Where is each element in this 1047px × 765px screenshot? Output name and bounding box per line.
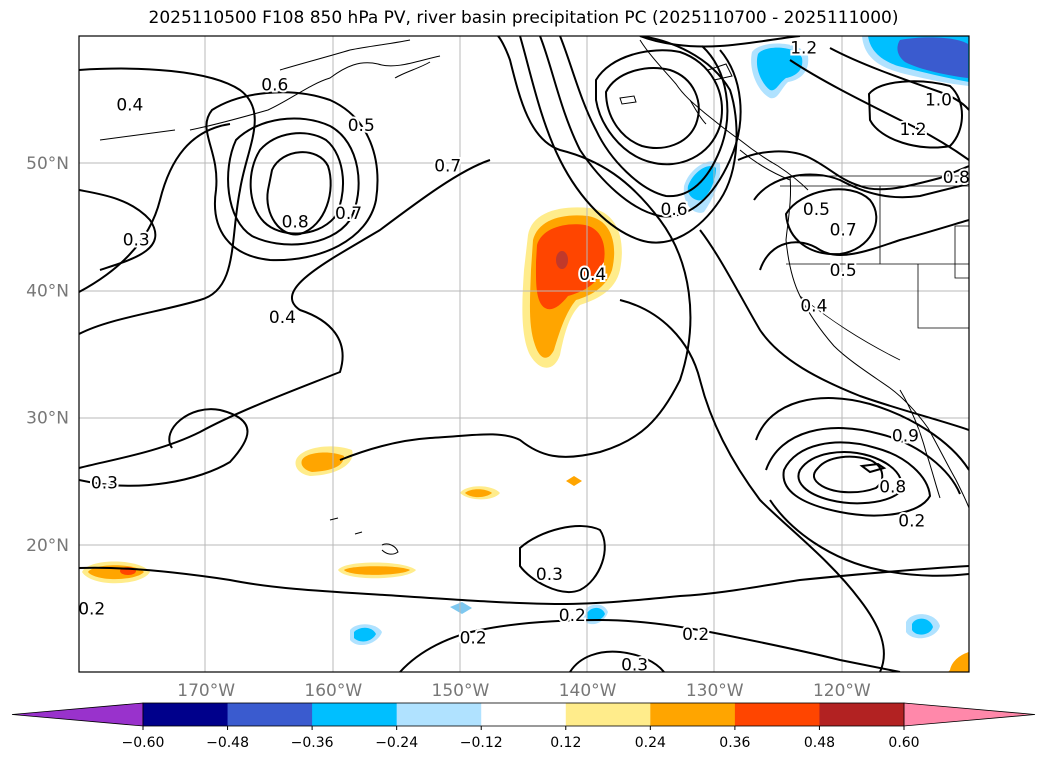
contour-label: 0.3	[123, 231, 150, 251]
precip-patch-small-1-core	[465, 489, 492, 498]
lat-tick-label: 30°N	[26, 409, 69, 429]
map-title: 2025110500 F108 850 hPa PV, river basin …	[148, 8, 899, 28]
lon-tick-label: 160°W	[304, 681, 362, 701]
lat-tick-label: 50°N	[26, 154, 69, 174]
precip-negative-small-1	[450, 602, 472, 614]
colorbar-tick-label: 0.24	[635, 735, 666, 751]
contour-label: 0.3	[536, 565, 563, 585]
contour-label: 0.4	[116, 96, 143, 116]
contour-label: 0.4	[579, 265, 606, 285]
colorbar-segment	[734, 703, 820, 726]
colorbar-tick-label: −0.60	[122, 735, 165, 751]
precip-darkred-core	[556, 251, 568, 269]
precip-negative-ne-blue	[897, 37, 968, 78]
lon-tick-label: 130°W	[686, 681, 744, 701]
colorbar-extend-low	[11, 702, 144, 727]
contour-label: 0.6	[661, 200, 688, 220]
contour-label: 1.2	[790, 38, 817, 58]
pv-contours	[79, 36, 969, 672]
colorbar-tick-label: −0.24	[375, 735, 418, 751]
map-frame	[78, 35, 970, 673]
contour-label: 0.5	[830, 261, 857, 281]
precip-patch-se-corner	[948, 652, 969, 672]
colorbar-segment	[565, 703, 651, 726]
contour-label: 0.2	[78, 599, 105, 619]
contour-label: 0.7	[830, 220, 857, 240]
contour-label: 0.2	[898, 512, 925, 532]
contour-label: 0.2	[682, 625, 709, 645]
precip-negative-coast-2-core	[687, 166, 716, 201]
precipitation-shading	[82, 36, 969, 672]
precip-negative-small-3-core	[587, 607, 605, 621]
contour-label: 0.5	[348, 116, 375, 136]
precip-negative-small-4-core	[912, 618, 933, 635]
contour-label: 0.3	[91, 473, 118, 493]
contour-label: 0.8	[943, 168, 970, 188]
contour-label: 0.2	[460, 629, 487, 649]
map-panel	[79, 36, 969, 672]
colorbar-tick-label: 0.36	[719, 735, 750, 751]
colorbar-segment	[312, 703, 398, 726]
precip-negative-small-2-core	[354, 627, 376, 642]
contour-labels: 1.21.01.20.60.50.40.70.80.50.70.80.60.70…	[78, 36, 970, 675]
colorbar-segment	[481, 703, 567, 726]
lon-tick-label: 150°W	[432, 681, 490, 701]
coastlines	[99, 39, 969, 555]
colorbar: −0.60 −0.48 −0.36 −0.24 −0.12 0.12 0.24 0.36 0.4…	[11, 702, 1036, 751]
colorbar-segment	[396, 703, 482, 726]
colorbar-segment	[819, 703, 905, 726]
colorbar-outline	[142, 702, 905, 727]
contour-label: 0.7	[335, 204, 362, 224]
contour-label: 0.8	[282, 213, 309, 233]
precip-negative-coast-1-core	[756, 47, 803, 91]
colorbar-tick-label: 0.60	[888, 735, 919, 751]
colorbar-segment	[650, 703, 736, 726]
colorbar-segment	[227, 703, 313, 726]
contour-label: 0.2	[559, 606, 586, 626]
lon-tick-label: 170°W	[177, 681, 235, 701]
contour-label: 0.4	[800, 297, 827, 317]
precip-patch-small-2	[566, 476, 582, 486]
lon-tick-label: 120°W	[813, 681, 871, 701]
colorbar-extend-high	[903, 702, 1036, 727]
contour-label: 1.2	[900, 120, 927, 140]
lat-tick-label: 20°N	[26, 536, 69, 556]
contour-label: 0.7	[434, 157, 461, 177]
precip-patch-south-1-core	[344, 566, 410, 575]
colorbar-tick-label: −0.12	[460, 735, 503, 751]
colorbar-tick-label: −0.36	[291, 735, 334, 751]
longitude-labels: 170°W 160°W 150°W 140°W 130°W 120°W	[177, 681, 871, 701]
contour-label: 0.4	[269, 308, 296, 328]
colorbar-segment	[143, 703, 229, 726]
colorbar-tick-label: 0.12	[550, 735, 581, 751]
contour-label: 0.6	[261, 75, 288, 95]
colorbar-tick-label: 0.48	[804, 735, 835, 751]
lat-tick-label: 40°N	[26, 281, 69, 301]
colorbar-tick-label: −0.48	[206, 735, 249, 751]
lon-tick-label: 140°W	[559, 681, 617, 701]
latitude-labels: 50°N 40°N 30°N 20°N	[26, 154, 69, 556]
contour-label: 0.8	[879, 477, 906, 497]
contour-label: 0.3	[621, 655, 648, 675]
contour-label: 1.0	[925, 91, 952, 111]
contour-label: 0.5	[803, 200, 830, 220]
contour-label: 0.9	[892, 426, 919, 446]
